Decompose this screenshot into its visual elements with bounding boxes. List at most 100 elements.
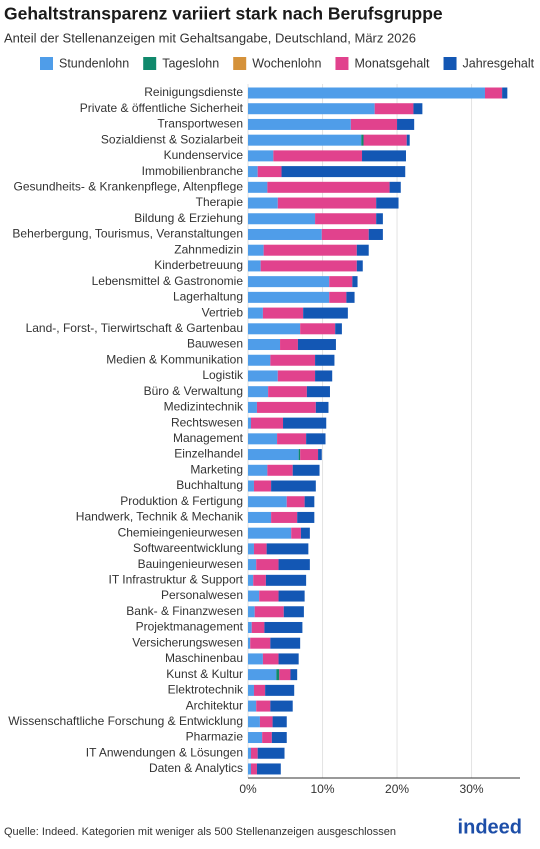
bar-segment xyxy=(280,339,298,351)
bar-segment xyxy=(315,213,377,225)
bar-segment xyxy=(502,87,508,99)
legend-label: Wochenlohn xyxy=(252,56,321,70)
bar-segment xyxy=(277,197,377,209)
bar-segment xyxy=(315,370,333,382)
bar-segment xyxy=(413,103,423,115)
bar-segment xyxy=(248,323,301,335)
bar-segment xyxy=(248,134,362,146)
bar-segment xyxy=(248,606,255,618)
bar-segment xyxy=(276,669,280,681)
y-tick-label: Buchhaltung xyxy=(176,478,243,492)
bar-segment xyxy=(248,386,269,398)
bar-segment xyxy=(254,606,284,618)
bar-segment xyxy=(248,700,257,712)
bar-segment xyxy=(356,260,363,272)
x-tick-label: 10% xyxy=(311,782,335,796)
bar-segment xyxy=(248,449,299,461)
bar-segment xyxy=(256,401,316,413)
bar-segment xyxy=(248,637,251,649)
y-tick-label: Elektrotechnik xyxy=(168,683,244,697)
bar-segment xyxy=(283,606,304,618)
bar-segment xyxy=(361,134,364,146)
bar-segment xyxy=(248,433,278,445)
bar-segment xyxy=(362,150,406,162)
bar-segment xyxy=(248,87,485,99)
x-tick-label: 0% xyxy=(239,782,257,796)
bar-segment xyxy=(248,732,263,744)
bar-segment xyxy=(277,370,316,382)
bar-segment xyxy=(329,276,353,288)
y-tick-label: Kundenservice xyxy=(164,148,244,162)
bar-segment xyxy=(271,480,316,492)
y-tick-label: Versicherungswesen xyxy=(132,635,243,649)
y-tick-label: Bauingenieurwesen xyxy=(138,557,243,571)
bar-segment xyxy=(253,684,266,696)
bar-segment xyxy=(352,276,358,288)
legend-label: Jahresgehalt xyxy=(463,56,535,70)
bar-segment xyxy=(279,669,291,681)
bar-segment xyxy=(248,669,277,681)
bar-segment xyxy=(253,480,272,492)
bar-segment xyxy=(248,166,258,178)
bar-segment xyxy=(262,732,272,744)
bar-segment xyxy=(248,496,287,508)
bar-segment xyxy=(278,653,299,665)
bar-segment xyxy=(248,244,264,256)
y-tick-label: Pharmazie xyxy=(186,730,244,744)
bar-segment xyxy=(304,496,315,508)
bar-segment xyxy=(266,543,309,555)
legend-label: Stundenlohn xyxy=(59,56,129,70)
bar-segment xyxy=(350,118,398,130)
bar-segment xyxy=(250,763,257,775)
legend-label: Tageslohn xyxy=(162,56,219,70)
chart-title: Gehaltstransparenz variiert stark nach B… xyxy=(4,4,443,24)
y-tick-label: Einzelhandel xyxy=(174,447,243,461)
bar-segment xyxy=(253,574,266,586)
bar-segment xyxy=(256,559,279,571)
bar-segment xyxy=(278,559,310,571)
bar-segment xyxy=(248,464,268,476)
bar-segment xyxy=(286,496,305,508)
bar-segment xyxy=(406,134,410,146)
bar-segment xyxy=(250,417,284,429)
bar-segment xyxy=(484,87,503,99)
y-tick-label: Logistik xyxy=(202,368,244,382)
y-tick-label: Immobilienbranche xyxy=(142,164,244,178)
y-tick-label: Bauwesen xyxy=(187,337,243,351)
bar-segment xyxy=(256,700,271,712)
bar-segment xyxy=(281,166,406,178)
y-tick-label: Land-, Forst-, Tierwirtschaft & Gartenba… xyxy=(26,321,243,335)
y-tick-label: Handwerk, Technik & Mechanik xyxy=(76,510,244,524)
bar-segment xyxy=(263,244,357,256)
y-tick-label: Lagerhaltung xyxy=(173,290,243,304)
bar-segment xyxy=(297,511,315,523)
bar-segment xyxy=(278,590,305,602)
y-tick-label: Sozialdienst & Sozialarbeit xyxy=(101,132,244,146)
bar-segment xyxy=(250,637,271,649)
bar-segment xyxy=(248,747,251,759)
bar-segment xyxy=(248,118,351,130)
bar-segment xyxy=(298,449,301,461)
y-tick-label: Projektmanagement xyxy=(136,620,244,634)
y-tick-label: Wissenschaftliche Forschung & Entwicklun… xyxy=(8,714,243,728)
bar-segment xyxy=(248,354,271,366)
bar-segment xyxy=(253,543,267,555)
x-tick-label: 30% xyxy=(460,782,484,796)
bar-segment xyxy=(250,747,258,759)
chart-subtitle: Anteil der Stellenanzeigen mit Gehaltsan… xyxy=(4,30,416,45)
bar-segment xyxy=(290,669,298,681)
bar-segment xyxy=(303,307,348,319)
bar-segment xyxy=(248,574,254,586)
bar-segment xyxy=(346,291,355,303)
y-tick-label: Therapie xyxy=(196,195,244,209)
y-tick-label: IT Anwendungen & Lösungen xyxy=(86,745,243,759)
bar-segment xyxy=(368,228,383,240)
bar-segment xyxy=(292,464,320,476)
bar-segment xyxy=(248,621,252,633)
bar-segment xyxy=(277,433,307,445)
bar-segment xyxy=(248,181,268,193)
y-tick-label: Kinderbetreuung xyxy=(154,258,243,272)
y-tick-label: Private & öffentliche Sicherheit xyxy=(80,101,244,115)
y-tick-label: Transportwesen xyxy=(157,117,243,131)
bar-segment xyxy=(300,527,310,539)
